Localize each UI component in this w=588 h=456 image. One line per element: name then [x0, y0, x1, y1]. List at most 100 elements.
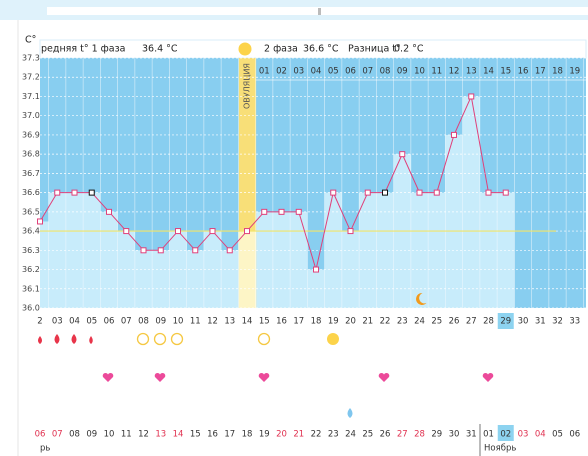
- x-tick-label: 19: [328, 317, 339, 327]
- moon-icon: [416, 292, 427, 305]
- y-tick-label: 36.2: [22, 265, 40, 274]
- temp-point: [106, 208, 112, 215]
- x-tick-label: 24: [414, 317, 425, 327]
- phase2-day: 09: [397, 67, 408, 77]
- scrollbar[interactable]: [47, 7, 588, 15]
- x-tick-label: 18: [311, 317, 322, 327]
- temp-point: [123, 228, 130, 235]
- temp-bar: [186, 250, 204, 308]
- phase1-value: 36.4 °C: [142, 44, 178, 55]
- calendar-date: 20: [276, 430, 287, 440]
- temp-point: [502, 189, 509, 196]
- temp-point: [278, 208, 285, 215]
- phase2-day: 13: [466, 67, 477, 77]
- temp-bar: [272, 211, 291, 308]
- y-tick-label: 36.0: [22, 304, 40, 313]
- x-tick-label: 26: [449, 317, 460, 327]
- calendar-date: 02: [500, 430, 511, 440]
- blue-drop: [347, 408, 353, 418]
- calendar-date: 27: [397, 430, 408, 440]
- temp-point: [433, 189, 440, 196]
- calendar-date: 13: [155, 430, 166, 440]
- x-tick-label: 06: [104, 317, 115, 327]
- temp-bar: [445, 134, 463, 308]
- temp-point: [261, 208, 268, 215]
- x-tick-label: 12: [207, 317, 218, 327]
- x-tick-label: 03: [52, 317, 63, 327]
- x-tick-label: 14: [242, 317, 253, 327]
- x-tick-label: 11: [190, 317, 201, 327]
- temp-point: [71, 189, 78, 196]
- x-tick-label: 21: [362, 317, 373, 327]
- diff-label: Разница t°: [348, 44, 401, 55]
- calendar-date: 08: [69, 430, 80, 440]
- hearts: [102, 372, 494, 382]
- phase1-label: редняя t° 1 фаза: [41, 44, 125, 55]
- phase2-day: 07: [362, 67, 373, 77]
- calendar-date: 18: [242, 430, 253, 440]
- phase2-label: 2 фаза: [264, 44, 298, 55]
- phase2-day: 17: [535, 67, 546, 77]
- phase2-value: 36.6 °C: [303, 44, 339, 55]
- temp-point: [330, 189, 337, 196]
- calendar-date: 28: [414, 430, 425, 440]
- x-tick-label: 23: [397, 317, 408, 327]
- y-tick-label: 36.8: [22, 150, 40, 159]
- calendar-date: 04: [535, 430, 546, 440]
- x-tick-label: 08: [138, 317, 149, 327]
- temp-point: [157, 247, 164, 254]
- phase2-day: 16: [518, 67, 529, 77]
- y-tick-label: 36.4: [22, 227, 40, 236]
- temp-bar: [255, 211, 273, 308]
- x-tick-label: 31: [535, 317, 546, 327]
- calendar-date: 05: [552, 430, 563, 440]
- x-tick-label: 30: [518, 317, 529, 327]
- y-tick-label: 37.1: [22, 92, 40, 101]
- temp-point: [140, 247, 147, 254]
- phase2-day: 12: [449, 67, 460, 77]
- y-tick-label: 36.1: [22, 284, 40, 293]
- temp-point: [295, 208, 302, 215]
- temp-point: [209, 228, 216, 235]
- phase2-day: 15: [500, 67, 511, 77]
- temp-point: [192, 247, 199, 254]
- y-tick-label: 37.2: [22, 73, 40, 82]
- calendar-date: 03: [518, 430, 529, 440]
- phase2-day: 06: [345, 67, 356, 77]
- calendar-date: 14: [173, 430, 184, 440]
- temp-point: [226, 247, 233, 254]
- calendar-date: 17: [224, 430, 235, 440]
- scroll-thumb[interactable]: [318, 8, 321, 15]
- plot: ОВУЛЯЦИЯ 36.0 36.1 36.2 36.3 36.4 36.5 36.6 36.7…: [22, 54, 586, 441]
- temp-bar: [134, 250, 153, 308]
- calendar-date: 09: [86, 430, 97, 440]
- phase2-day: 03: [293, 67, 304, 77]
- unit-label: C°: [25, 35, 36, 46]
- y-tick-label: 36.5: [22, 207, 40, 216]
- x-tick-label: 28: [483, 317, 494, 327]
- phase2-day: 18: [552, 67, 563, 77]
- y-tick-label: 37.0: [22, 111, 40, 120]
- x-tick-label: 29: [500, 317, 511, 327]
- calendar-date: 11: [121, 430, 132, 440]
- phase2-day: 04: [311, 67, 322, 77]
- temp-point: [485, 189, 492, 196]
- temp-point: [382, 189, 388, 196]
- x-tick-label: 13: [224, 317, 235, 327]
- temp-bar: [83, 192, 101, 308]
- period-drops: [38, 334, 93, 344]
- temp-bar: [410, 192, 429, 308]
- ovulation-label: ОВУЛЯЦИЯ: [243, 63, 252, 109]
- calendar-date: 07: [52, 430, 63, 440]
- diff-value: 0.2 °C: [394, 44, 424, 55]
- month-prev: рь: [40, 444, 50, 454]
- phase2-day: 11: [431, 67, 442, 77]
- x-tick-label: 17: [293, 317, 304, 327]
- temp-point: [88, 189, 95, 196]
- calendar-date: 06: [35, 430, 46, 440]
- x-tick-label: 20: [345, 317, 356, 327]
- y-tick-label: 36.3: [22, 246, 40, 255]
- x-tick-label: 22: [380, 317, 391, 327]
- temp-point: [37, 218, 43, 225]
